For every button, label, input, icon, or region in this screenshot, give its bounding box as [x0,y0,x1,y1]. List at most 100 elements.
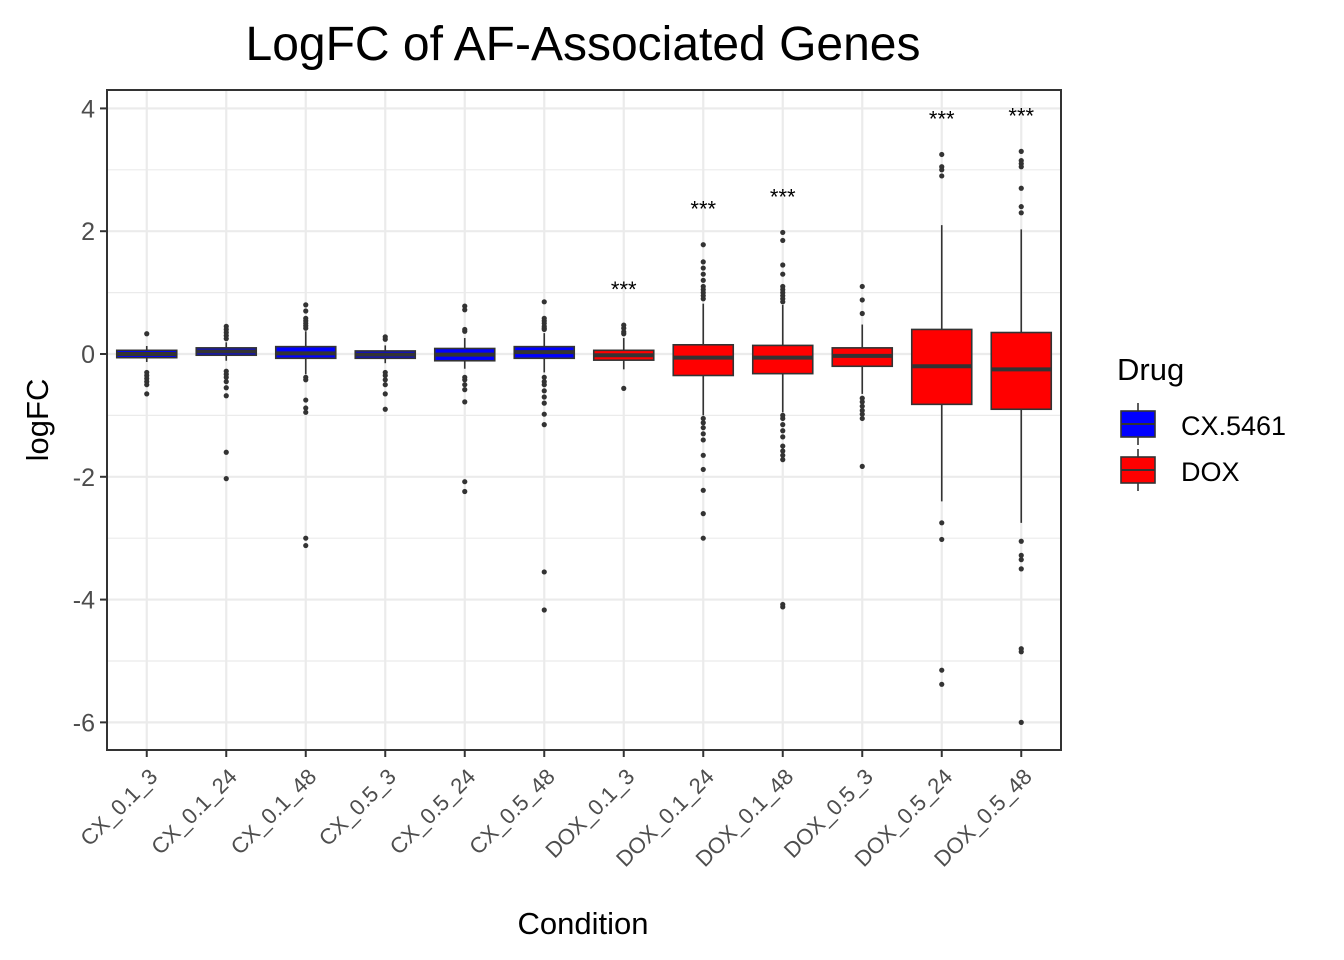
plot-frame [106,89,1062,751]
outlier-point [700,296,706,302]
outlier-point [303,535,309,541]
outlier-point [1018,649,1024,655]
outlier-point [382,406,388,412]
outlier-point [1018,148,1024,154]
outlier-point [462,479,468,485]
outlier-point [780,229,786,236]
outlier-point [382,391,388,397]
legend-entry-CX.5461: CX.5461 [1120,403,1286,445]
outlier-point [382,336,388,342]
outlier-point [223,374,229,380]
box-CX_0.1_24 [195,323,258,482]
outlier-point [939,681,945,687]
outlier-point [144,331,150,337]
box-DOX_0.1_3 [592,322,655,391]
outlier-point [541,394,547,400]
outlier-point [859,407,865,414]
box-CX_0.5_3 [354,334,417,412]
outlier-point [859,411,865,417]
box-DOX_0.5_3 [831,283,894,469]
significance-label: *** [929,106,955,131]
box-DOX_0.1_24 [672,242,735,541]
outlier-point [700,487,706,493]
plot-area [107,90,1061,750]
outlier-point [541,299,547,305]
outlier-point [303,405,309,411]
outlier-point [780,428,786,434]
outlier-point [541,607,547,613]
legend-title: Drug [1117,352,1184,387]
outlier-point [780,262,786,268]
outlier-point [303,325,309,331]
x-tick-label: CX_0.5_24 [385,764,481,860]
outlier-point [700,277,706,283]
outlier-point [541,422,547,428]
outlier-point [1018,538,1024,544]
box-DOX_0.5_48 [990,148,1053,725]
outlier-point [382,372,388,379]
y-tick-label: 2 [81,218,95,246]
plot-background [107,90,1061,750]
box-body [672,343,735,377]
outlier-point [223,379,229,385]
outlier-point [462,328,468,334]
outlier-point [462,488,468,495]
outlier-point [700,259,706,265]
outlier-point [780,452,786,458]
outlier-point [700,415,706,422]
box-CX_0.5_24 [433,303,496,495]
boxes [115,148,1053,725]
outlier-point [462,303,468,309]
x-tick-label: CX_0.1_24 [146,764,242,860]
outlier-point [939,536,945,543]
outlier-point [939,151,945,158]
outlier-point [859,463,865,469]
outlier-point [780,237,786,244]
outlier-point [541,569,547,575]
outlier-point [700,242,706,248]
y-tick-label: -4 [73,587,95,615]
outlier-point [462,382,468,388]
significance-labels: *** *** *** *** *** [611,103,1035,302]
outlier-point [1018,185,1024,191]
y-tick-label: 4 [81,95,95,123]
outlier-point [144,391,150,397]
outlier-point [541,326,547,333]
y-axis: 4 2 0 -2 -4 -6 [73,95,107,737]
outlier-point [780,415,786,422]
significance-label: *** [1008,103,1034,128]
box-DOX_0.1_48 [751,229,814,610]
outlier-point [780,299,786,305]
legend-label: DOX [1181,457,1240,487]
outlier-point [700,271,706,277]
outlier-point [462,377,468,383]
outlier-point [303,397,309,403]
outlier-point [939,667,945,673]
outlier-point [223,476,229,482]
outlier-point [780,457,786,463]
outlier-point [700,466,706,473]
outlier-point [223,393,229,399]
outlier-point [1018,204,1024,210]
outlier-point [780,271,786,277]
y-tick-label: -6 [73,709,95,737]
outlier-point [859,297,865,303]
outlier-point [1018,164,1024,170]
outlier-point [382,377,388,383]
outlier-point [700,452,706,458]
outlier-point [462,387,468,393]
legend-entry-DOX: DOX [1120,449,1240,491]
outlier-point [303,308,309,314]
outlier-point [462,399,468,405]
outlier-point [939,167,945,173]
outlier-point [621,331,627,337]
outlier-point [859,395,865,401]
outlier-point [939,520,945,526]
legend: Drug CX.5461 DOX [1117,352,1286,491]
box-DOX_0.5_24 [910,151,973,687]
outlier-point [541,411,547,417]
y-tick-label: -2 [73,464,95,492]
outlier-point [939,173,945,179]
y-axis-label: logFC [20,379,55,462]
outlier-point [144,382,150,388]
